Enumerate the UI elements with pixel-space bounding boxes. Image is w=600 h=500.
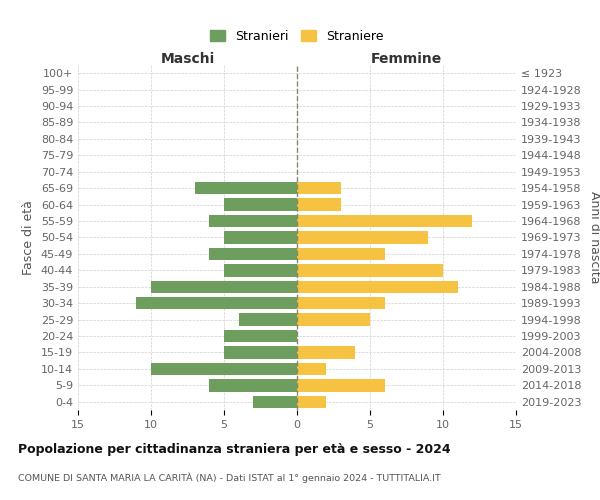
Bar — [151, 363, 297, 375]
Text: Maschi: Maschi — [160, 52, 215, 66]
Bar — [297, 182, 341, 194]
Bar — [297, 346, 355, 358]
Text: Popolazione per cittadinanza straniera per età e sesso - 2024: Popolazione per cittadinanza straniera p… — [18, 442, 451, 456]
Bar — [224, 330, 297, 342]
Legend: Stranieri, Straniere: Stranieri, Straniere — [206, 26, 388, 47]
Bar — [297, 363, 326, 375]
Text: Femmine: Femmine — [371, 52, 442, 66]
Bar — [297, 248, 385, 260]
Bar — [297, 379, 385, 392]
Bar — [224, 264, 297, 276]
Bar — [297, 280, 458, 293]
Bar — [209, 248, 297, 260]
Y-axis label: Anni di nascita: Anni di nascita — [588, 191, 600, 284]
Bar — [151, 280, 297, 293]
Bar — [297, 232, 428, 243]
Bar — [224, 346, 297, 358]
Bar — [209, 379, 297, 392]
Bar — [297, 396, 326, 408]
Bar — [297, 215, 472, 227]
Bar — [195, 182, 297, 194]
Bar — [209, 215, 297, 227]
Bar — [297, 297, 385, 310]
Bar — [253, 396, 297, 408]
Bar — [136, 297, 297, 310]
Bar — [239, 314, 297, 326]
Y-axis label: Fasce di età: Fasce di età — [22, 200, 35, 275]
Bar — [224, 232, 297, 243]
Bar — [224, 198, 297, 211]
Bar — [297, 264, 443, 276]
Text: COMUNE DI SANTA MARIA LA CARITÀ (NA) - Dati ISTAT al 1° gennaio 2024 - TUTTITALI: COMUNE DI SANTA MARIA LA CARITÀ (NA) - D… — [18, 472, 441, 483]
Bar — [297, 198, 341, 211]
Bar — [297, 314, 370, 326]
